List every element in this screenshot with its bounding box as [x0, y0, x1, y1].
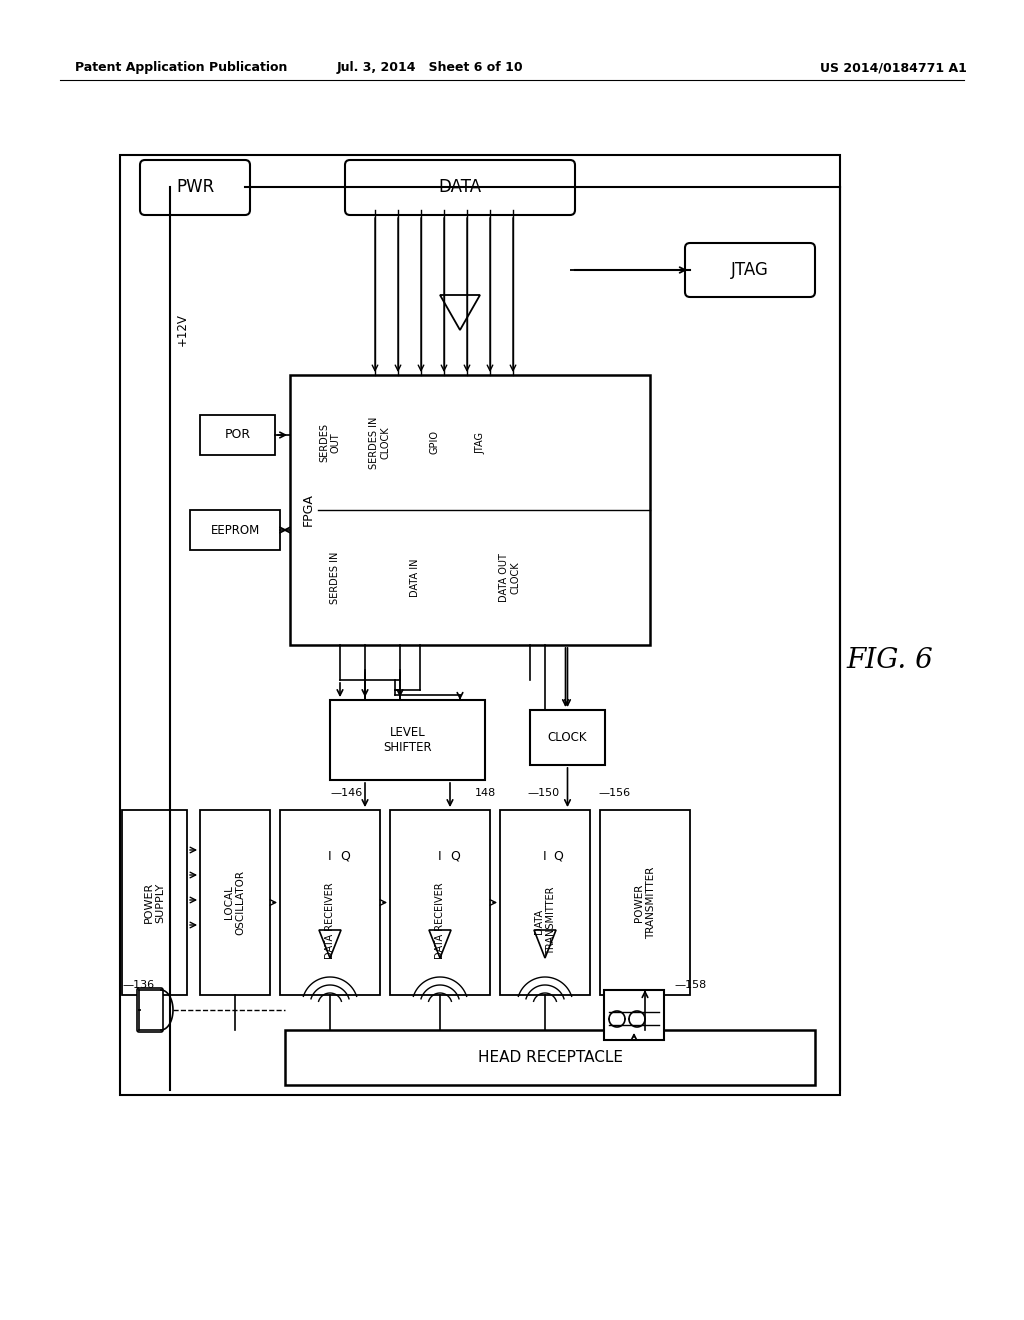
Bar: [120, 154, 840, 1096]
Text: HEAD RECEPTACLE: HEAD RECEPTACLE: [477, 1049, 623, 1065]
Text: 148: 148: [475, 788, 497, 799]
Text: —136: —136: [122, 979, 155, 990]
Text: DATA IN: DATA IN: [410, 558, 420, 597]
Bar: [600, 810, 690, 995]
FancyBboxPatch shape: [137, 987, 163, 1032]
Text: DATA OUT
CLOCK: DATA OUT CLOCK: [500, 553, 521, 602]
Bar: [122, 810, 187, 995]
Text: —158: —158: [674, 979, 707, 990]
Bar: [530, 710, 605, 766]
Text: LEVEL
SHIFTER: LEVEL SHIFTER: [383, 726, 432, 754]
Text: —156: —156: [598, 788, 630, 799]
Text: Q: Q: [451, 850, 460, 863]
Bar: [200, 414, 275, 455]
Bar: [390, 810, 490, 995]
Bar: [290, 375, 650, 645]
Text: EEPROM: EEPROM: [210, 524, 260, 536]
Text: US 2014/0184771 A1: US 2014/0184771 A1: [820, 62, 967, 74]
Text: DATA
TRANSMITTER: DATA TRANSMITTER: [535, 887, 556, 956]
FancyBboxPatch shape: [685, 243, 815, 297]
Text: PWR: PWR: [176, 178, 214, 197]
Text: SERDES
OUT: SERDES OUT: [319, 422, 341, 462]
Text: —146: —146: [330, 788, 362, 799]
Text: POWER
SUPPLY: POWER SUPPLY: [143, 882, 165, 923]
Text: POWER
TRANSMITTER: POWER TRANSMITTER: [634, 866, 655, 939]
Text: —150: —150: [527, 788, 559, 799]
Bar: [200, 810, 270, 995]
Text: SERDES IN: SERDES IN: [330, 552, 340, 603]
Bar: [500, 810, 590, 995]
Text: I: I: [438, 850, 441, 863]
Text: +12V: +12V: [175, 314, 188, 346]
Text: POR: POR: [224, 429, 251, 441]
Text: FPGA: FPGA: [301, 494, 314, 527]
Bar: [280, 810, 380, 995]
Text: SERDES IN
CLOCK: SERDES IN CLOCK: [370, 416, 391, 469]
Text: LOCAL
OSCILLATOR: LOCAL OSCILLATOR: [224, 870, 246, 935]
Text: Patent Application Publication: Patent Application Publication: [75, 62, 288, 74]
Text: DATA: DATA: [438, 178, 481, 197]
Text: Jul. 3, 2014   Sheet 6 of 10: Jul. 3, 2014 Sheet 6 of 10: [337, 62, 523, 74]
Text: DATA RECEIVER: DATA RECEIVER: [435, 883, 445, 960]
Text: GPIO: GPIO: [430, 430, 440, 454]
Text: I: I: [543, 850, 547, 863]
FancyBboxPatch shape: [140, 160, 250, 215]
Bar: [190, 510, 280, 550]
Bar: [285, 1030, 815, 1085]
FancyBboxPatch shape: [345, 160, 575, 215]
Text: FIG. 6: FIG. 6: [847, 647, 933, 673]
Text: Q: Q: [554, 850, 563, 863]
Bar: [604, 990, 664, 1040]
Text: Q: Q: [340, 850, 350, 863]
Text: JTAG: JTAG: [475, 432, 485, 454]
Text: CLOCK: CLOCK: [548, 731, 587, 744]
Bar: [330, 700, 485, 780]
Text: I: I: [328, 850, 332, 863]
Text: JTAG: JTAG: [731, 261, 769, 279]
Text: DATA RECEIVER: DATA RECEIVER: [325, 883, 335, 960]
